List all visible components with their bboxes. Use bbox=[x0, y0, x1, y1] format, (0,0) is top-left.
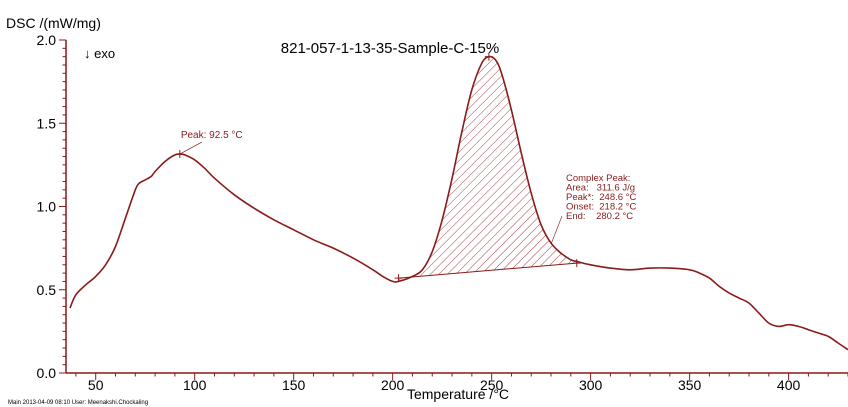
peak-area-layer bbox=[398, 56, 577, 282]
complex-peak-label-line: Onset: 218.2 °C bbox=[566, 202, 636, 213]
y-tick-label: 0.0 bbox=[37, 365, 57, 381]
complex-peak-leader bbox=[551, 215, 563, 244]
baseline-end-marker bbox=[572, 259, 581, 268]
x-tick-label: 100 bbox=[183, 377, 207, 393]
y-tick-label: 2.0 bbox=[37, 32, 57, 48]
x-tick-label: 300 bbox=[579, 377, 603, 393]
y-tick-label: 0.5 bbox=[37, 282, 57, 298]
x-tick-label: 250 bbox=[480, 377, 504, 393]
dsc-curve bbox=[69, 55, 848, 351]
y-tick-label: 1.0 bbox=[37, 199, 57, 215]
y-axis-label: DSC /(mW/mg) bbox=[6, 15, 101, 31]
complex-peak-label-line: Peak*: 248.6 °C bbox=[566, 192, 636, 203]
complex-peak-label-line: Complex Peak: bbox=[566, 173, 630, 184]
x-tick-label: 350 bbox=[678, 377, 702, 393]
peak-label: Peak: 92.5 °C bbox=[181, 130, 243, 141]
footer-info: Main 2013-04-09 08:10 User: Meenakshi.Ch… bbox=[8, 400, 148, 406]
exo-direction-label: ↓ exo bbox=[84, 46, 115, 61]
x-tick-label: 200 bbox=[381, 377, 405, 393]
peak-leader-line bbox=[179, 141, 203, 155]
x-tick-label: 400 bbox=[777, 377, 801, 393]
complex-peak-label-line: End: 280.2 °C bbox=[566, 211, 633, 222]
curve-layer bbox=[69, 55, 848, 351]
x-tick-label: 150 bbox=[282, 377, 306, 393]
x-tick-label: 50 bbox=[88, 377, 104, 393]
complex-peak-area bbox=[398, 56, 577, 282]
y-tick-label: 1.5 bbox=[37, 115, 57, 131]
baseline-start-marker bbox=[394, 274, 403, 283]
x-axis-label: Temperature /°C bbox=[407, 386, 509, 402]
annotation-layer: Peak: 92.5 °C Complex Peak:Area: 311.6 J/… bbox=[175, 52, 636, 283]
axes: 0.0 0.5 1.0 1.5 2.0 50 100 150 200 250 300 350 400 bbox=[37, 32, 848, 393]
chart-title: 821-057-1-13-35-Sample-C-15% bbox=[281, 40, 499, 57]
complex-peak-label-line: Area: 311.6 J/g bbox=[566, 183, 635, 194]
peak-baseline bbox=[398, 262, 577, 279]
complex-peak-marker bbox=[484, 52, 493, 61]
